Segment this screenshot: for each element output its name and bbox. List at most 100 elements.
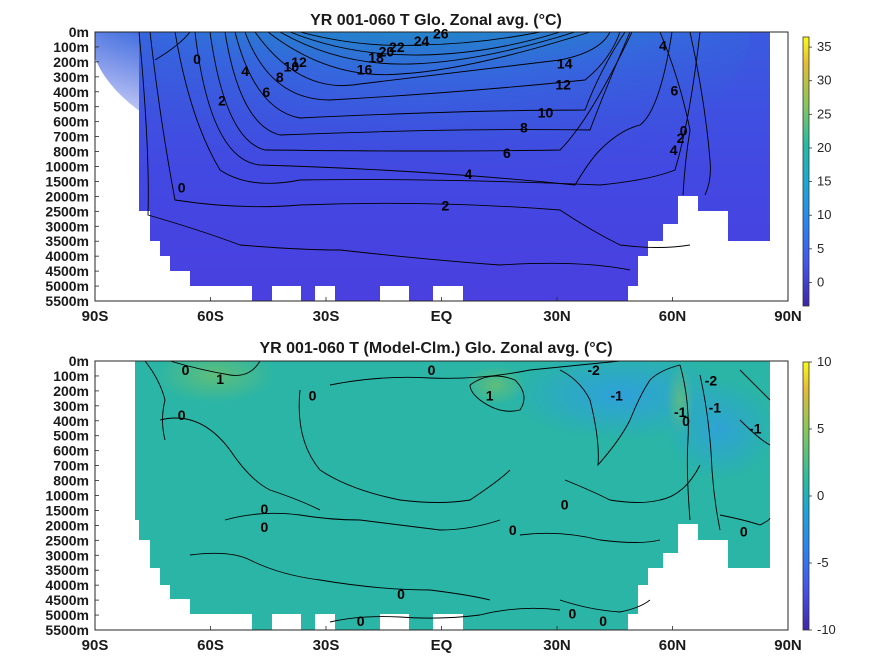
- contour-label: 2: [218, 93, 226, 109]
- colorbar-tick-label: 25: [817, 106, 831, 121]
- colorbar-tick-label: -5: [817, 555, 829, 570]
- contour-label: -1: [610, 387, 623, 403]
- depth-tick-label: 4000m: [45, 577, 89, 593]
- depth-tick-label: 200m: [53, 54, 89, 70]
- lat-tick-label: 30N: [543, 637, 571, 654]
- contour-label: 0: [178, 407, 186, 423]
- contour-label: 14: [557, 55, 573, 71]
- contour-label: -2: [587, 362, 600, 378]
- depth-tick-label: 5500m: [45, 622, 89, 638]
- panel2-depth-axis: 0m100m200m300m400m500m600m700m800m1000m1…: [45, 353, 99, 638]
- depth-tick-label: 3000m: [45, 218, 89, 234]
- depth-tick-label: 5000m: [45, 278, 89, 294]
- depth-tick-label: 800m: [53, 473, 89, 489]
- depth-tick-label: 1000m: [45, 488, 89, 504]
- depth-tick-label: 2500m: [45, 203, 89, 219]
- depth-tick-label: 0m: [69, 353, 89, 369]
- colorbar-tick-label: 30: [817, 73, 831, 88]
- panel2-colorbar: [802, 361, 810, 631]
- colorbar-tick-label: -10: [817, 622, 836, 637]
- depth-tick-label: 200m: [53, 383, 89, 399]
- contour-label: 24: [414, 33, 430, 49]
- contour-label: 0: [309, 387, 317, 403]
- panel1-colorbar-ticks: 35 30 25 20 15 10 5 0: [809, 39, 831, 289]
- contour-label: 0: [261, 519, 269, 535]
- contour-label: 2: [677, 130, 685, 146]
- contour-label: 4: [465, 166, 473, 182]
- depth-tick-label: 300m: [53, 69, 89, 85]
- colorbar-tick-label: 35: [817, 39, 831, 54]
- contour-label: 8: [276, 69, 284, 85]
- contour-label: 0: [569, 606, 577, 622]
- contour-label: 1: [486, 387, 494, 403]
- contour-label: 4: [659, 37, 667, 53]
- colorbar-tick-label: 5: [817, 421, 824, 436]
- colorbar-tick-label: 0: [817, 274, 824, 289]
- panel2-title: YR 001-060 T (Model-Clm.) Glo. Zonal avg…: [259, 340, 612, 357]
- anomaly-warm-60n: [666, 365, 694, 435]
- panel1-lat-axis: 90S 60S 30S EQ 30N 60N 90N: [82, 297, 802, 325]
- anomaly-warm-south: [155, 361, 275, 403]
- contour-label: -1: [674, 404, 687, 420]
- contour-label: 8: [520, 120, 528, 136]
- depth-tick-label: 5500m: [45, 293, 89, 309]
- anomaly-panel: YR 001-060 T (Model-Clm.) Glo. Zonal avg…: [45, 340, 835, 654]
- colorbar-tick-label: 10: [817, 354, 831, 369]
- depth-tick-label: 500m: [53, 428, 89, 444]
- contour-label: 12: [291, 54, 307, 70]
- contour-label: -1: [709, 399, 722, 415]
- panel1-depth-axis: 0m100m200m300m400m500m600m700m800m1000m1…: [45, 24, 99, 309]
- contour-label: -1: [749, 420, 762, 436]
- lat-tick-label: 90N: [774, 308, 802, 325]
- depth-tick-label: 100m: [53, 368, 89, 384]
- depth-tick-label: 100m: [53, 39, 89, 55]
- depth-tick-label: 300m: [53, 398, 89, 414]
- lat-tick-label: 60S: [197, 637, 224, 654]
- panel2-field: [135, 361, 775, 630]
- contour-label: 6: [503, 145, 511, 161]
- contour-label: 1: [216, 371, 224, 387]
- contour-label: 12: [555, 76, 571, 92]
- contour-label: 0: [261, 501, 269, 517]
- lat-tick-label: 30S: [313, 308, 340, 325]
- panel2-contours: [144, 361, 771, 623]
- depth-tick-label: 0m: [69, 24, 89, 40]
- contour-label: 0: [561, 496, 569, 512]
- contour-label: 0: [357, 613, 365, 629]
- contour-label: 0: [599, 613, 607, 629]
- contour-label: 18: [368, 49, 384, 65]
- contour-label: 0: [178, 179, 186, 195]
- depth-tick-label: 3000m: [45, 547, 89, 563]
- contour-label: 0: [680, 123, 688, 139]
- contour-label: 0: [397, 586, 405, 602]
- panel1-warm-core: [95, 32, 750, 182]
- depth-tick-label: 4500m: [45, 592, 89, 608]
- contour-label: 0: [740, 523, 748, 539]
- depth-tick-label: 1000m: [45, 159, 89, 175]
- lat-tick-label: 60N: [659, 308, 687, 325]
- contour-label: 26: [433, 25, 449, 41]
- contour-label: 4: [241, 63, 249, 79]
- colorbar-tick-label: 5: [817, 241, 824, 256]
- panel1-field: [95, 32, 770, 301]
- contour-label: 0: [193, 51, 201, 67]
- panel2-colorbar-ticks: 10 5 0 -5 -10: [809, 354, 836, 637]
- panel1-contours: [138, 32, 711, 271]
- temperature-panel: YR 001-060 T Glo. Zonal avg. (°C): [45, 12, 831, 325]
- depth-tick-label: 1500m: [45, 502, 89, 518]
- colorbar-tick-label: 15: [817, 174, 831, 189]
- contour-label: 0: [182, 362, 190, 378]
- lat-tick-label: 90S: [82, 308, 109, 325]
- depth-tick-label: 2000m: [45, 188, 89, 204]
- contour-label: 4: [670, 142, 678, 158]
- contour-label: 22: [389, 39, 405, 55]
- anomaly-warm-tropic: [465, 365, 525, 405]
- depth-tick-label: 5000m: [45, 607, 89, 623]
- depth-tick-label: 4000m: [45, 248, 89, 264]
- contour-label: 0: [509, 522, 517, 538]
- contour-label: 2: [441, 197, 449, 213]
- depth-tick-label: 600m: [53, 443, 89, 459]
- lat-tick-label: 90S: [82, 637, 109, 654]
